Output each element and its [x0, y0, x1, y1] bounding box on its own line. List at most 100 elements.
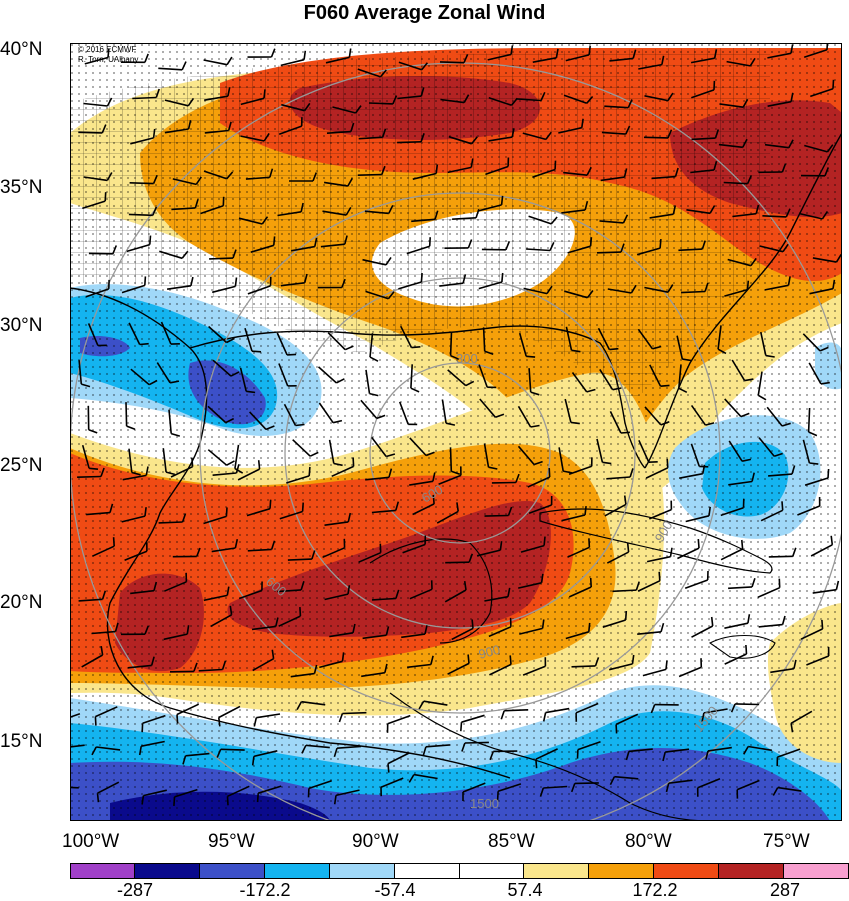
wind-barb-feather: [98, 793, 99, 802]
credit-line-1: © 2016 ECMWF: [78, 45, 138, 55]
wind-barb-feather: [192, 458, 193, 467]
ring-label-300: 300: [456, 351, 478, 366]
wind-barb: [288, 559, 312, 560]
wind-barb: [126, 402, 127, 426]
colorbar-label-5: 172.2: [632, 880, 677, 901]
wind-barb-feather: [309, 467, 310, 476]
wind-barb: [209, 258, 233, 259]
wind-barb-feather: [746, 645, 747, 654]
colorbar-swatch: [654, 863, 719, 879]
wind-barb-feather: [353, 457, 354, 466]
wind-barb: [681, 292, 705, 293]
wind-barb: [397, 142, 421, 143]
wind-barb-feather: [114, 537, 115, 546]
wind-barb: [769, 556, 793, 557]
wind-barb-feather: [472, 620, 473, 629]
wind-barb-feather: [616, 724, 617, 733]
colorbar-swatch: [395, 863, 460, 879]
wind-barb-feather: [145, 507, 146, 516]
wind-barb: [132, 98, 156, 99]
lat-label-40n: 40°N: [0, 39, 66, 61]
wind-barb-feather: [591, 237, 592, 246]
wind-barb-feather: [591, 578, 592, 587]
wind-barb-feather: [831, 536, 832, 545]
wind-barb: [735, 704, 759, 705]
wind-barb-feather: [712, 617, 713, 626]
wind-barb-feather: [235, 278, 236, 287]
wind-barb-feather: [822, 620, 823, 629]
wind-barb-feather: [226, 507, 227, 516]
wind-barb-feather: [626, 611, 627, 620]
colorbar-swatch: [719, 863, 784, 879]
colorbar-swatch: [460, 863, 525, 879]
wind-barb-feather: [468, 655, 469, 664]
wind-barb-feather: [661, 385, 670, 386]
wind-barb-feather: [296, 425, 305, 426]
wind-barb-feather: [300, 607, 301, 616]
wind-barb: [159, 522, 183, 523]
wind-barb: [78, 132, 102, 133]
wind-barb-feather: [264, 89, 265, 98]
wind-barb: [358, 175, 382, 176]
wind-barb-feather: [274, 236, 275, 245]
colorbar-swatch: [70, 863, 135, 879]
wind-barb-feather: [421, 273, 422, 282]
wind-barb-feather: [544, 537, 545, 546]
wind-barb-feather: [609, 349, 618, 350]
wind-barb: [762, 216, 786, 217]
wind-barb-feather: [828, 469, 829, 478]
lon-label-100w: 100°W: [62, 831, 119, 853]
colorbar-label-2: -172.2: [239, 880, 290, 901]
wind-barb: [130, 183, 154, 184]
colorbar-swatch: [135, 863, 200, 879]
wind-barb: [644, 137, 668, 138]
zonal-wind-map: 300 600 600 900 900 1500 1500: [70, 43, 842, 821]
lon-label-95w: 95°W: [208, 831, 255, 853]
wind-barb-feather: [219, 718, 220, 727]
wind-barb: [451, 332, 452, 356]
wind-barb-feather: [667, 459, 668, 468]
colorbar-swatch: [265, 863, 330, 879]
wind-barb: [445, 562, 469, 563]
wind-barb-feather: [270, 500, 271, 509]
wind-barb: [597, 252, 621, 253]
colorbar-label-1: -287: [117, 880, 153, 901]
wind-barb-feather: [388, 764, 389, 773]
wind-barb: [129, 214, 153, 215]
map-title: F060 Average Zonal Wind: [0, 2, 849, 25]
wind-barb-feather: [258, 793, 259, 802]
wind-barb-feather: [95, 717, 96, 726]
wind-barb-feather: [412, 347, 421, 348]
lon-label-85w: 85°W: [488, 831, 535, 853]
credit-line-2: R. Torn, UAlbany: [78, 55, 138, 65]
wind-barb-feather: [621, 432, 630, 433]
wind-barb-feather: [585, 506, 586, 515]
colorbar-swatch: [200, 863, 265, 879]
wind-barb-feather: [177, 715, 178, 724]
wind-barb-feather: [536, 759, 537, 768]
colorbar-swatch: [330, 863, 395, 879]
wind-barb: [221, 749, 245, 750]
colorbar-label-6: 287: [770, 880, 800, 901]
wind-barb-feather: [461, 722, 462, 731]
wind-barb-feather: [589, 623, 590, 632]
wind-barb-feather: [748, 281, 749, 290]
wind-barb-feather: [526, 356, 535, 357]
wind-barb-feather: [150, 236, 151, 245]
colorbar: [70, 863, 849, 879]
map-panel: 300 600 600 900 900 1500 1500: [70, 43, 842, 821]
wind-barb: [572, 666, 596, 667]
lat-label-20n: 20°N: [0, 592, 66, 614]
wind-barb: [451, 447, 452, 471]
colorbar-swatch: [524, 863, 589, 879]
wind-barb-feather: [140, 344, 149, 345]
wind-barb-feather: [659, 572, 660, 581]
wind-barb-feather: [105, 192, 106, 201]
wind-barb-feather: [174, 797, 175, 806]
wind-barb: [504, 710, 528, 711]
wind-barb-feather: [742, 540, 743, 549]
wind-barb-feather: [154, 129, 155, 138]
wind-barb-feather: [628, 543, 629, 552]
wind-barb-feather: [510, 655, 511, 664]
wind-barb-feather: [287, 354, 296, 355]
